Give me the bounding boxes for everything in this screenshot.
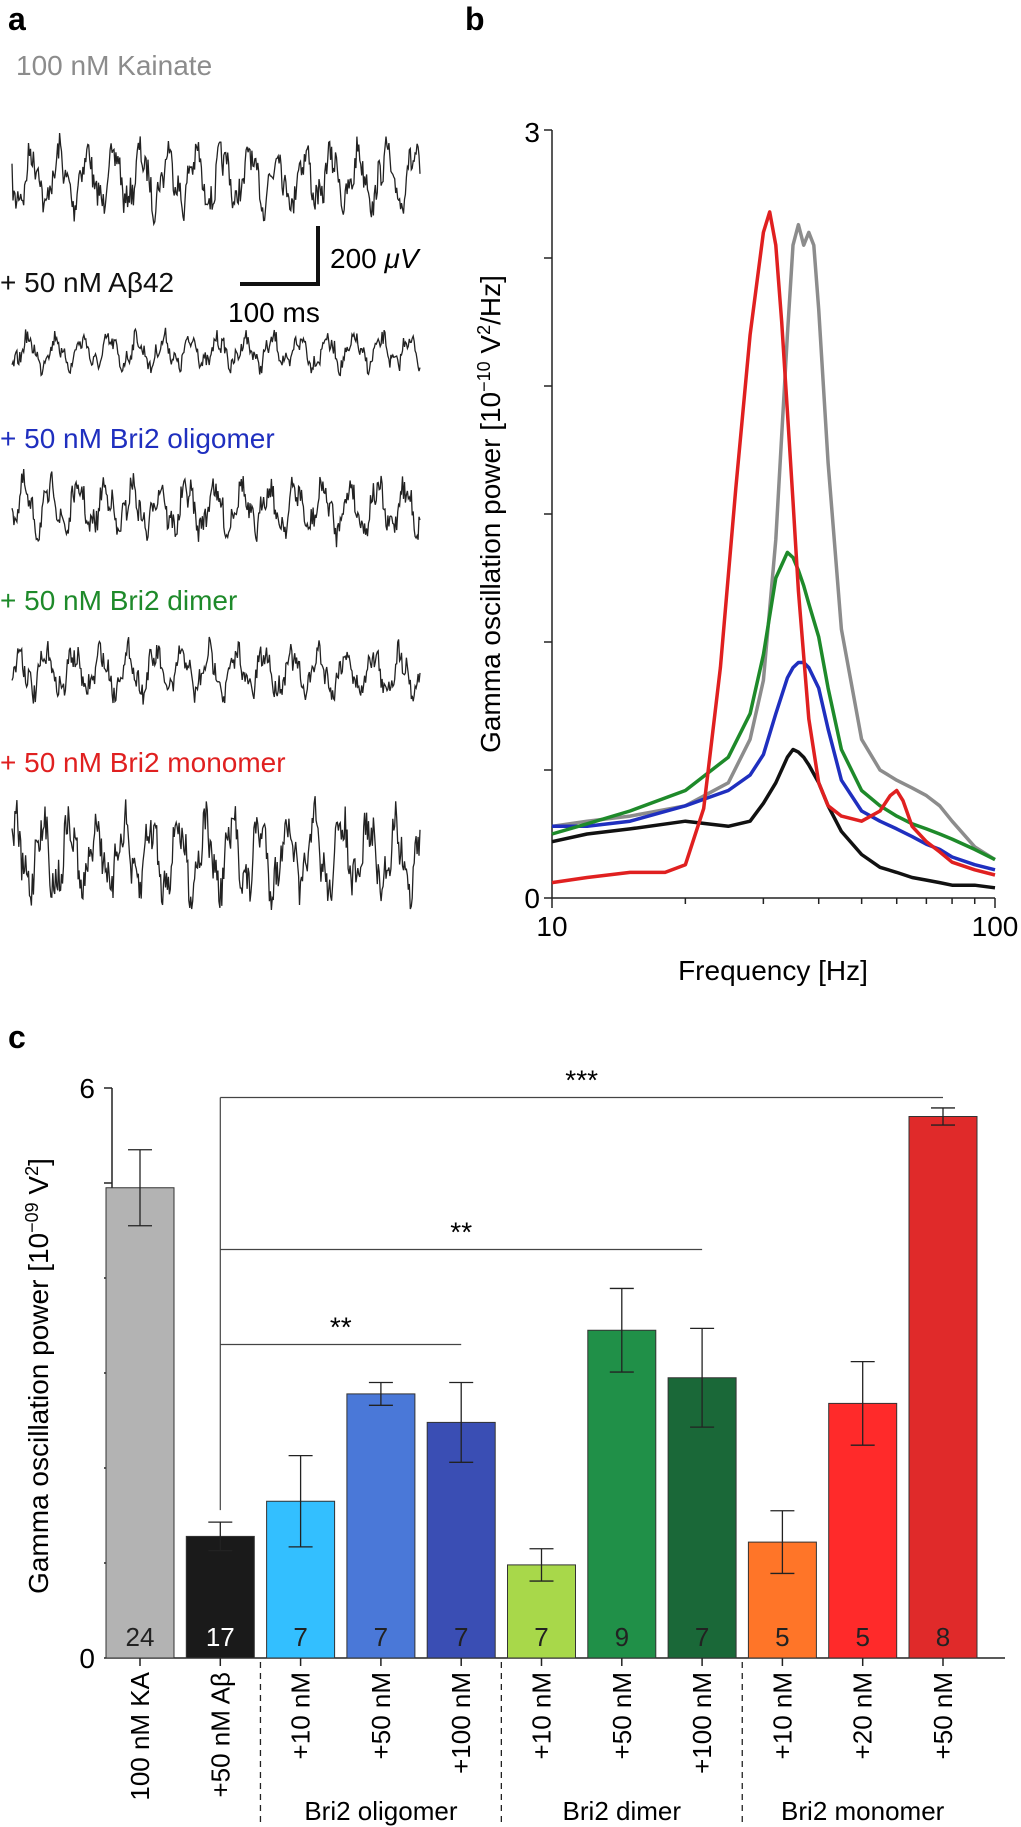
- b-line-dimer: [551, 550, 996, 862]
- c-ytick-label-top: 6: [79, 1073, 95, 1104]
- trace-oligomer: [11, 468, 421, 548]
- n-label-1: 17: [206, 1622, 235, 1652]
- b-x-axis-label: Frequency [Hz]: [678, 955, 868, 986]
- c-ytick-label-bottom: 0: [79, 1643, 95, 1674]
- group-label-1: Bri2 dimer: [563, 1796, 682, 1826]
- b-ytick-label-bottom: 0: [524, 883, 540, 914]
- category-label-9: +20 nM: [848, 1672, 878, 1759]
- sig-label-0: ***: [565, 1065, 598, 1096]
- b-xtick-label-100: 100: [972, 911, 1019, 942]
- panel-label-b: b: [465, 1, 485, 37]
- b-xtick-label-10: 10: [536, 911, 567, 942]
- category-label-3: +50 nM: [366, 1672, 396, 1759]
- bar-0: [105, 1187, 175, 1659]
- trace-label-kainate: 100 nM Kainate: [16, 50, 212, 81]
- trace-label-abeta: + 50 nM Aβ42: [0, 267, 174, 298]
- trace-label-dimer: + 50 nM Bri2 dimer: [0, 585, 237, 616]
- trace-dimer: [11, 636, 421, 705]
- trace-kainate: [11, 132, 421, 227]
- n-label-5: 7: [534, 1622, 548, 1652]
- category-label-0: 100 nM KA: [125, 1671, 155, 1800]
- bar-6: [587, 1329, 657, 1659]
- category-label-8: +10 nM: [767, 1672, 797, 1759]
- trace-monomer: [11, 796, 421, 911]
- b-line-kainate: [551, 222, 996, 862]
- n-label-3: 7: [374, 1622, 388, 1652]
- n-label-8: 5: [775, 1622, 789, 1652]
- category-label-4: +100 nM: [446, 1672, 476, 1774]
- b-line-oligomer: [552, 660, 996, 872]
- n-label-9: 5: [855, 1622, 869, 1652]
- category-label-10: +50 nM: [928, 1672, 958, 1759]
- panel-a: 100 nM Kainate + 50 nM Aβ42 + 50 nM Bri2…: [0, 50, 421, 911]
- scale-bar-horizontal-label: 100 ms: [228, 297, 320, 328]
- n-label-4: 7: [454, 1622, 468, 1652]
- b-ytick-label-top: 3: [524, 117, 540, 148]
- category-label-6: +50 nM: [607, 1672, 637, 1759]
- group-label-0: Bri2 oligomer: [304, 1796, 458, 1826]
- sig-label-1: **: [450, 1217, 472, 1248]
- bar-1: [185, 1535, 255, 1659]
- scale-bar-vertical-label: 200 μV: [330, 243, 421, 274]
- category-label-2: +10 nM: [286, 1672, 316, 1759]
- n-label-6: 9: [615, 1622, 629, 1652]
- bar-10: [908, 1116, 978, 1659]
- category-label-7: +100 nM: [687, 1672, 717, 1774]
- b-y-axis-label: Gamma oscillation power [10−10 V2/Hz]: [474, 275, 506, 753]
- trace-label-oligomer: + 50 nM Bri2 oligomer: [0, 423, 275, 454]
- n-label-0: 24: [126, 1622, 155, 1652]
- n-label-2: 7: [293, 1622, 307, 1652]
- bar-3: [346, 1393, 416, 1659]
- sig-label-2: **: [330, 1312, 352, 1343]
- scale-bar: [240, 226, 320, 286]
- panel-label-c: c: [8, 1019, 26, 1055]
- category-label-5: +10 nM: [527, 1672, 557, 1759]
- category-label-1: +50 nM Aβ: [205, 1672, 235, 1798]
- panel-c: 6 0 Gamma oscillation power [10−09 V2] *…: [22, 1065, 1005, 1826]
- panel-label-a: a: [8, 1, 26, 37]
- panel-b: 3 0 10 100 Frequency [Hz] Gamma oscillat…: [474, 117, 1018, 986]
- group-label-2: Bri2 monomer: [781, 1796, 945, 1826]
- trace-label-monomer: + 50 nM Bri2 monomer: [0, 747, 286, 778]
- trace-abeta: [11, 327, 421, 377]
- b-line-monomer: [551, 210, 996, 885]
- n-label-7: 7: [695, 1622, 709, 1652]
- b-line-abeta: [551, 747, 996, 890]
- n-label-10: 8: [936, 1622, 950, 1652]
- c-y-axis-label: Gamma oscillation power [10−09 V2]: [22, 1158, 54, 1594]
